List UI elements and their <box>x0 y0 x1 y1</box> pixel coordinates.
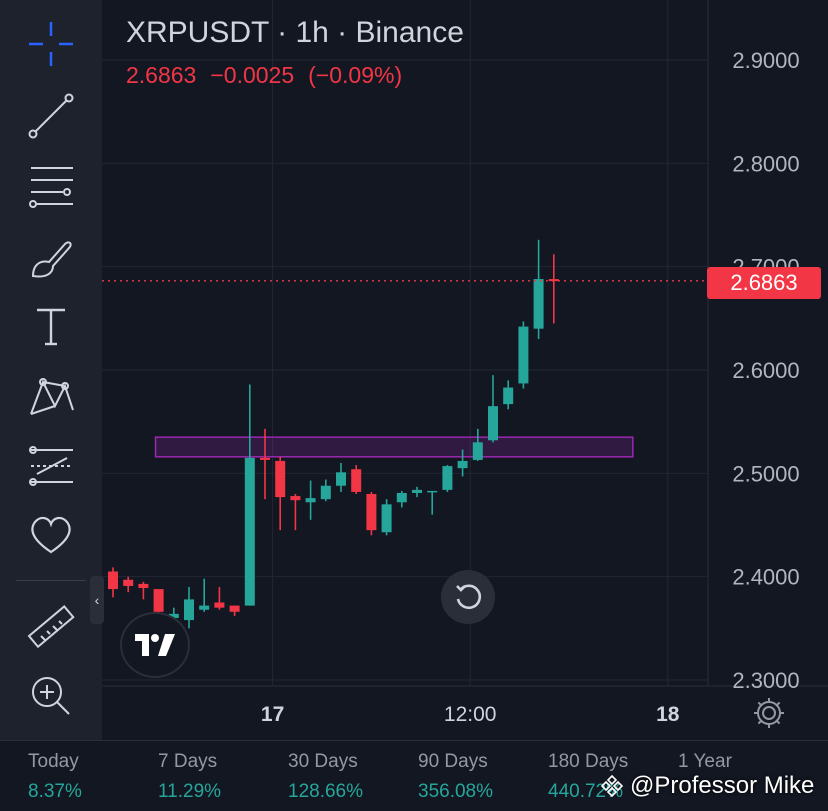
pattern-tool[interactable] <box>16 366 86 426</box>
performance-item[interactable]: 90 Days 356.08% <box>418 751 538 803</box>
performance-label: 90 Days <box>418 751 488 772</box>
candle-body <box>305 498 316 503</box>
candle-body <box>503 387 514 405</box>
fib-lines-icon <box>29 167 73 208</box>
candle-body <box>396 492 407 503</box>
price-tick-label: 2.4000 <box>732 565 799 590</box>
rotate-left-icon <box>456 584 482 610</box>
favorites-tool[interactable] <box>16 504 86 564</box>
candle-body <box>123 579 134 586</box>
forecast-tool[interactable] <box>16 436 86 496</box>
candle-body <box>457 460 468 469</box>
text-tool[interactable] <box>16 296 86 356</box>
candle-body <box>442 466 453 490</box>
zoom-in-icon <box>32 677 70 715</box>
fib-lines-tool[interactable] <box>16 156 86 216</box>
candle-body <box>488 406 498 441</box>
trend-line-tool[interactable] <box>16 86 86 146</box>
chart-title: XRPUSDT · 1h · Binance <box>126 16 464 49</box>
time-tick-label: 17 <box>261 703 284 726</box>
brush-tool[interactable] <box>16 228 86 288</box>
price-change: −0.0025 <box>210 62 295 88</box>
heart-icon <box>31 516 71 554</box>
candle-body <box>320 485 331 500</box>
price-tick-label: 2.9000 <box>732 48 799 73</box>
performance-label: 180 Days <box>548 751 629 772</box>
performance-value: 356.08% <box>418 781 494 802</box>
measure-tool[interactable] <box>16 598 86 658</box>
reset-chart-button[interactable] <box>441 570 495 624</box>
candle-body <box>214 602 225 608</box>
price-summary: 2.6863 −0.0025 (−0.09%) <box>126 62 416 89</box>
brush-icon <box>31 241 72 278</box>
performance-label: 30 Days <box>288 751 358 772</box>
candle-body <box>184 599 194 621</box>
performance-label: 1 Year <box>678 751 732 772</box>
price-change-pct: (−0.09%) <box>308 62 403 88</box>
candle-body <box>336 472 346 486</box>
candle-body <box>518 326 529 384</box>
performance-item[interactable]: 30 Days 128.66% <box>288 751 408 803</box>
performance-value: 440.72% <box>548 781 624 802</box>
time-tick-label: 12:00 <box>444 703 497 726</box>
candle-body <box>533 279 544 329</box>
candle-body <box>275 460 286 498</box>
pattern-icon <box>30 378 74 415</box>
crosshair-icon <box>29 22 73 66</box>
forecast-icon <box>29 446 73 486</box>
candle-body <box>138 583 149 589</box>
watermark-text: @Professor Mike <box>630 772 815 799</box>
performance-item[interactable]: 180 Days 440.72% <box>548 751 668 803</box>
text-icon <box>37 308 65 346</box>
performance-value: 128.66% <box>288 781 364 802</box>
performance-label: Today <box>28 751 79 772</box>
candle-body <box>351 469 362 492</box>
price-tick-label: 2.6000 <box>732 358 799 383</box>
toolbar-divider <box>16 580 86 581</box>
performance-item[interactable]: Today 8.37% <box>28 751 148 803</box>
current-price-label: 2.6863 <box>707 267 821 299</box>
candle-body <box>472 442 483 460</box>
crosshair-tool[interactable] <box>16 14 86 74</box>
binance-icon <box>600 774 624 798</box>
performance-bar: Today 8.37% 7 Days 11.29% 30 Days 128.66% 90 D… <box>0 740 828 811</box>
candle-body <box>199 605 210 610</box>
time-tick-label: 18 <box>656 703 680 726</box>
candle-body <box>381 504 392 533</box>
price-tick-label: 2.8000 <box>732 151 799 176</box>
price-tick-label: 2.5000 <box>732 461 799 486</box>
chart-settings-button[interactable] <box>750 694 788 732</box>
gear-icon <box>754 698 784 728</box>
candle-body <box>290 496 301 501</box>
candle-body <box>108 571 118 590</box>
candle-body <box>153 589 164 612</box>
performance-value: 8.37% <box>28 781 82 802</box>
price-tick-label: 2.3000 <box>732 668 799 693</box>
ruler-icon <box>27 605 75 649</box>
tradingview-logo[interactable] <box>120 612 190 678</box>
last-price: 2.6863 <box>126 62 197 88</box>
zoom-tool[interactable] <box>16 666 86 726</box>
candle-body <box>229 605 240 612</box>
candle-body <box>168 613 179 618</box>
watermark: @Professor Mike <box>600 772 814 800</box>
zone-rectangle <box>154 436 634 458</box>
candle-body <box>244 457 255 606</box>
collapse-toolbar-button[interactable]: ‹ <box>90 576 104 624</box>
performance-item[interactable]: 7 Days 11.29% <box>158 751 278 803</box>
candle-body <box>548 279 559 282</box>
chevron-left-icon: ‹ <box>94 592 100 608</box>
performance-value: 11.29% <box>158 781 222 802</box>
candle-body <box>366 494 377 531</box>
candle-body <box>427 490 438 493</box>
trend-line-icon <box>28 93 74 139</box>
performance-label: 7 Days <box>158 751 218 772</box>
performance-item[interactable]: 1 Year <box>678 751 798 781</box>
drawing-toolbar <box>0 0 102 740</box>
candle-body <box>260 457 270 460</box>
tradingview-icon <box>135 634 175 656</box>
candle-body <box>412 489 422 493</box>
